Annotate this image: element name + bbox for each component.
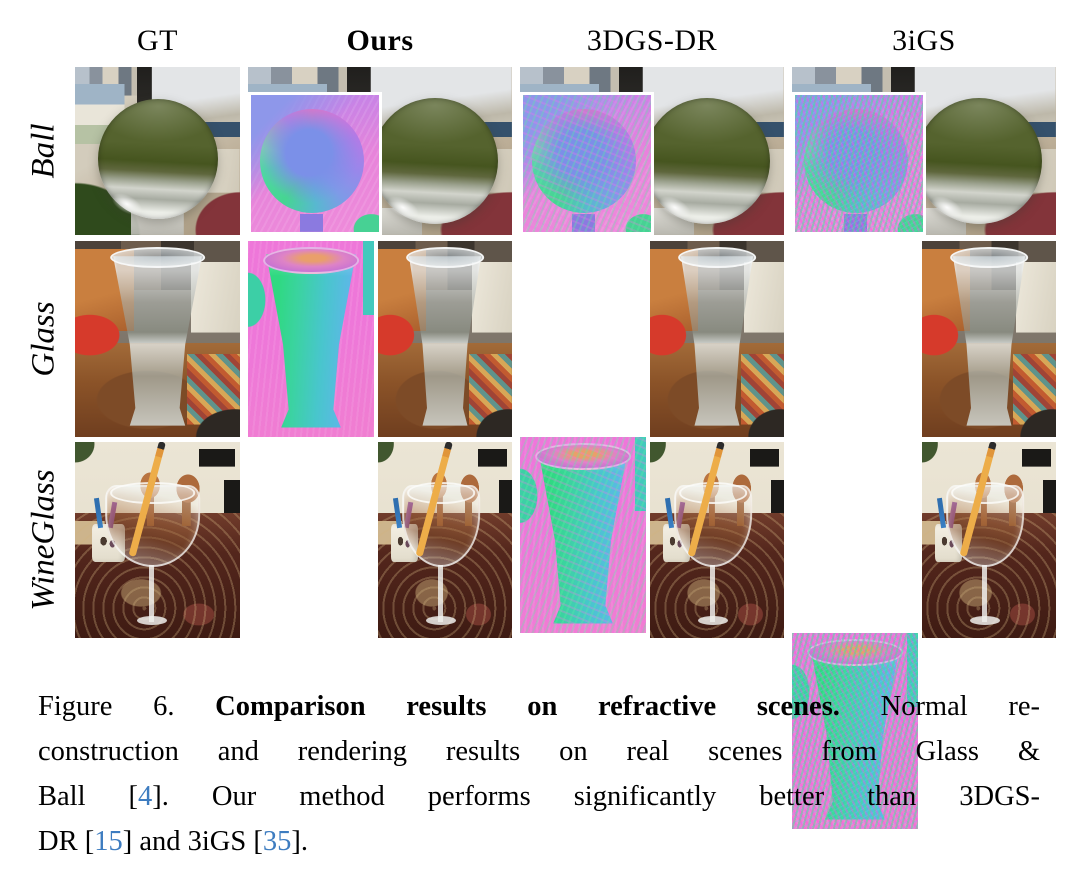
wineglass-bowl-shape: [674, 482, 752, 568]
figure-6-grid: GT Ours 3DGS-DR 3iGS Ball Glass WineGlas…: [0, 0, 1076, 660]
caption-line-3: Ball [4]. Our method performs significan…: [38, 774, 1040, 819]
caption-line-4: DR [15] and 3iGS [35].: [38, 819, 1040, 864]
ball-gt-photo: [75, 67, 240, 235]
caption-line-1: Figure 6. Comparison results on refracti…: [38, 684, 1040, 729]
normal-glass-shape: [266, 254, 356, 428]
normal-sphere-shape: [804, 108, 909, 213]
wineglass-ours-render: [378, 442, 512, 638]
ball-3dgs-dr-normal-map: [523, 95, 651, 232]
normal-glass-shape: [538, 450, 628, 624]
caption-text: ] and 3iGS [: [122, 826, 263, 857]
caption-text: construction and rendering results on re…: [38, 736, 1040, 767]
glass-3igs-normal-map: [792, 633, 918, 829]
glass-ours-render: [378, 241, 512, 437]
glass-rim-shape: [950, 246, 1028, 269]
glass-3igs-render: [922, 241, 1056, 437]
citation-ref-4[interactable]: 4: [138, 781, 153, 812]
caption-text: Normal re-: [839, 691, 1040, 722]
water-glass-shape: [408, 256, 482, 426]
normal-glass-rim-shape: [535, 442, 631, 471]
water-glass-shape: [113, 256, 202, 426]
ball-3igs-normal-inset: [792, 92, 926, 235]
normal-sphere-shape: [260, 108, 365, 213]
caption-line-2: construction and rendering results on re…: [38, 729, 1040, 774]
glass-ours-normal-map: [248, 241, 374, 437]
glass-rim-shape: [406, 246, 484, 269]
caption-bold-title: Comparison results on refractive scenes.: [215, 691, 840, 722]
wineglass-bowl-shape: [402, 482, 480, 568]
ball-3igs-render: [792, 67, 1056, 235]
glass-gt-photo: [75, 241, 240, 437]
column-header-3dgs-dr: 3DGS-DR: [586, 24, 718, 57]
wineglass-3igs-render: [922, 442, 1056, 638]
ball-ours-normal-map: [251, 95, 379, 232]
wineglass-bowl-shape: [946, 482, 1024, 568]
glass-ball-shape: [644, 98, 771, 225]
column-header-ours: Ours: [346, 24, 414, 57]
normal-glass-rim-shape: [263, 246, 359, 275]
citation-ref-15[interactable]: 15: [94, 826, 123, 857]
glass-rim-shape: [109, 246, 206, 269]
caption-text: DR [: [38, 826, 95, 857]
glass-ball-shape: [97, 99, 218, 220]
water-glass-shape: [680, 256, 754, 426]
wineglass-stem-shape: [710, 565, 716, 623]
caption-text: Figure 6.: [38, 691, 216, 722]
glass-3dgs-dr-render: [650, 241, 784, 437]
wineglass-stem-shape: [149, 565, 155, 623]
glass-ball-shape: [916, 98, 1043, 225]
row-label-ball: Ball: [25, 123, 62, 179]
wineglass-3dgs-dr-render: [650, 442, 784, 638]
citation-ref-35[interactable]: 35: [262, 826, 292, 857]
caption-text: ]. Our method performs significantly bet…: [152, 781, 1040, 812]
caption-text: ].: [291, 826, 308, 857]
ball-3igs-normal-map: [795, 95, 923, 232]
normal-glass-rim-shape: [807, 638, 903, 667]
glass-ball-shape: [372, 98, 499, 225]
ball-3dgs-dr-normal-inset: [520, 92, 654, 235]
wineglass-gt-photo: [75, 442, 240, 638]
wineglass-stem-shape: [982, 565, 988, 623]
row-label-glass: Glass: [25, 301, 62, 377]
normal-sphere-shape: [532, 108, 637, 213]
figure-caption: Figure 6. Comparison results on refracti…: [38, 684, 1040, 864]
column-header-3igs: 3iGS: [892, 24, 956, 57]
water-glass-shape: [952, 256, 1026, 426]
caption-text: Ball [: [38, 781, 139, 812]
row-label-wineglass: WineGlass: [25, 469, 62, 611]
wineglass-stem-shape: [438, 565, 444, 623]
glass-rim-shape: [678, 246, 756, 269]
column-header-gt: GT: [137, 24, 178, 57]
glass-3dgs-dr-normal-map: [520, 437, 646, 633]
ball-3dgs-dr-render: [520, 67, 784, 235]
ball-ours-render: [248, 67, 512, 235]
ball-ours-normal-inset: [248, 92, 382, 235]
